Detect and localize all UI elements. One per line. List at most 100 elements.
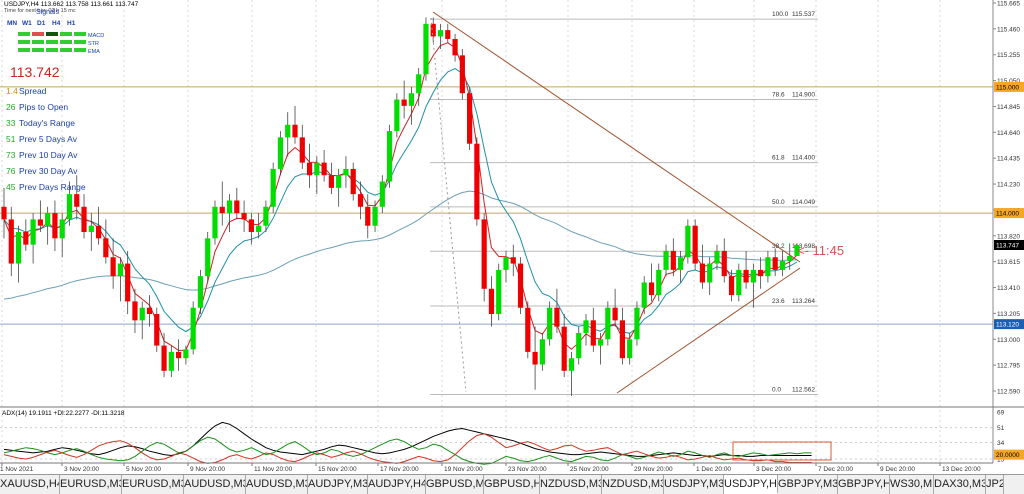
candle-body (685, 225, 691, 258)
time-tick-label: 9 Dec 20:00 (880, 466, 915, 473)
candle-body (23, 232, 29, 245)
triangle-trendlines (430, 11, 801, 394)
candle-body (627, 339, 633, 359)
chart-tab[interactable]: EURUSD,M30 (60, 475, 122, 494)
fib-price: 113.698 (792, 243, 815, 250)
chart-tab[interactable]: AUDUSD,M30 (184, 475, 246, 494)
chart-tab[interactable]: USDJPY,H4 (724, 475, 778, 494)
candle-body (474, 143, 480, 220)
timeframe-labels: MN W1 D1 H4 H1 (7, 20, 76, 27)
chart-tab[interactable]: EURUSD,M30 (122, 475, 184, 494)
candle-body (670, 250, 676, 270)
adx-series-adx (3, 421, 812, 457)
candle-body (386, 131, 393, 182)
candle-body (117, 263, 124, 277)
candle-body (503, 257, 509, 270)
candle-body (299, 137, 305, 163)
stat-value: 26 (6, 102, 16, 112)
candle-body (576, 332, 582, 359)
chart-tab[interactable]: AUDJPY,H4 (368, 475, 426, 494)
price-tick-label: 113.410 (997, 285, 1020, 292)
candle-body (95, 225, 102, 239)
candle-body (459, 55, 465, 94)
chart-tab[interactable]: WS30,M15 (890, 475, 934, 494)
signal-cell (74, 40, 86, 44)
chart-tab[interactable]: GBPJPY,M30 (778, 475, 838, 494)
fib-price: 112.562 (792, 387, 815, 394)
candle-body (568, 358, 575, 371)
chart-tab[interactable]: NZDUSD,M30 (602, 475, 664, 494)
candle-body (445, 30, 451, 39)
candle-body (74, 194, 80, 207)
chart-tab[interactable]: JP2 (986, 475, 1004, 494)
adx-axis-label: 69 (997, 410, 1005, 417)
signal-cell (46, 40, 58, 44)
candle-body (663, 250, 669, 270)
candle-body (343, 168, 349, 176)
fib-ratio: 78.6 (772, 92, 785, 99)
stat-label: Spread (19, 86, 47, 96)
candle-body (634, 307, 640, 340)
price-chart[interactable]: 100.0 115.537 78.6 114.900 61.8 114.400 50.0 11… (0, 0, 1024, 473)
candle-body (66, 194, 73, 220)
candle-body (328, 175, 334, 188)
chart-tab[interactable]: AUDUSD,M30 (246, 475, 308, 494)
stat-value: 51 (6, 134, 16, 144)
stat-label: Prev 5 Days Av (19, 134, 78, 144)
price-tag-label: 113.747 (996, 243, 1019, 250)
chart-tab[interactable]: DAX30,M30 (934, 475, 986, 494)
time-tick-label: 1 Dec 20:00 (696, 466, 731, 473)
price-tag-label: 113.120 (996, 322, 1019, 329)
adx-label: ADX(14) 19.1911 +DI:22.2277 -DI:11.3218 (2, 410, 125, 417)
candles (1, 17, 800, 397)
chart-tab[interactable]: GBPJPY,H4 (838, 475, 890, 494)
signal-cell (32, 40, 44, 44)
candle-body (248, 219, 254, 233)
fib-price: 114.049 (792, 199, 815, 206)
stat-label: Prev 30 Day Av (19, 166, 78, 176)
candle-body (510, 257, 516, 264)
adx-highlight-box (732, 441, 832, 461)
candle-body (401, 99, 407, 106)
signal-cell (74, 32, 86, 36)
chart-tab[interactable]: AUDJPY,M30 (308, 475, 368, 494)
candle-body (336, 175, 342, 188)
time-tick-label: 7 Dec 20:00 (818, 466, 853, 473)
chart-tab[interactable]: GBPUSD,M30 (426, 475, 484, 494)
signal-cell (32, 48, 44, 52)
chart-tab[interactable]: USDJPY,M30 (664, 475, 724, 494)
candle-body (728, 276, 735, 296)
fib-price: 113.264 (792, 298, 815, 305)
horizontal-levels (0, 86, 993, 325)
price-tags: 115.000 114.000 113.747 113.120 (994, 81, 1024, 330)
fib-ratio: 38.2 (772, 243, 785, 250)
candle-body (241, 213, 247, 220)
candle-body (423, 23, 429, 75)
stat-label: Prev Days Range (19, 182, 86, 192)
candle-body (270, 168, 276, 207)
signal-cell (60, 32, 72, 36)
candle-body (292, 124, 298, 138)
signal-matrix: MACD STR EMA (18, 32, 104, 55)
price-tick-label: 115.460 (997, 26, 1020, 33)
time-tick-label: 3 Dec 20:00 (756, 466, 791, 473)
candle-body (372, 206, 378, 226)
signal-cell (60, 48, 72, 52)
adx-tag-label: 20.0000 (996, 452, 1020, 459)
chart-tab[interactable]: XAUUSD,H4 (0, 475, 60, 494)
lower-trendline (616, 267, 801, 394)
signal-cell (18, 48, 30, 52)
stat-label: Prev 10 Day Av (19, 150, 78, 160)
candle-body (314, 162, 320, 176)
candle-body (197, 276, 204, 308)
adx-axis-label: 15 (997, 457, 1005, 464)
candle-body (736, 269, 742, 296)
chart-tab[interactable]: NZDUSD,M30 (540, 475, 602, 494)
candle-body (146, 307, 153, 315)
candle-body (496, 269, 502, 315)
chart-tab[interactable]: GBPUSD,H4 (484, 475, 540, 494)
candle-body (714, 250, 720, 264)
signals-title: Signals (36, 9, 59, 16)
signal-cell (74, 48, 86, 52)
time-tick-label: 9 Nov 20:00 (190, 466, 225, 473)
